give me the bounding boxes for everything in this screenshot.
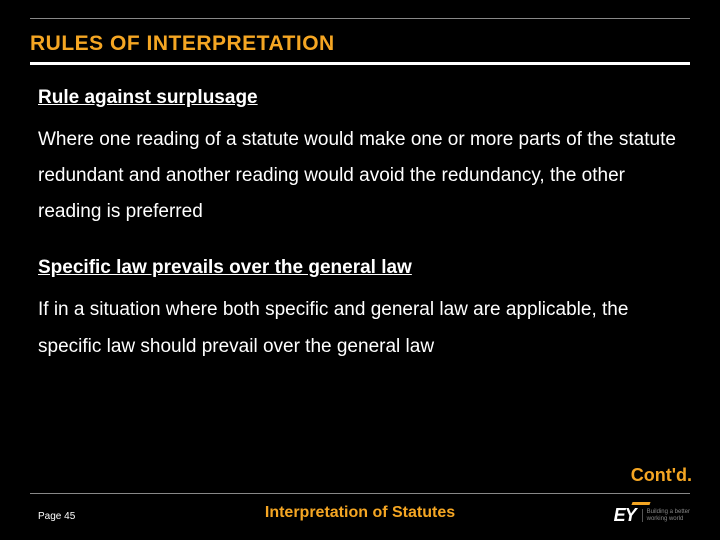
logo-beam-icon [631, 502, 650, 505]
continued-label: Cont'd. [631, 465, 692, 486]
logo-tag-line2: working world [647, 516, 690, 523]
ey-logo: EY Building a better working world [614, 505, 690, 526]
section-heading: Rule against surplusage [38, 80, 682, 116]
top-rule [30, 18, 690, 19]
slide-title: RULES OF INTERPRETATION [30, 32, 335, 56]
logo-tag-line1: Building a better [647, 509, 690, 516]
footer: Page 45 Interpretation of Statutes EY Bu… [0, 500, 720, 526]
section-body: If in a situation where both specific an… [38, 292, 682, 364]
content-area: Rule against surplusage Where one readin… [38, 80, 682, 385]
logo-mark: EY [614, 505, 636, 525]
logo-tagline: Building a better working world [642, 509, 690, 522]
bottom-rule [30, 493, 690, 494]
section-body: Where one reading of a statute would mak… [38, 122, 682, 230]
footer-title: Interpretation of Statutes [0, 504, 720, 522]
title-underline [30, 62, 690, 65]
slide: RULES OF INTERPRETATION Rule against sur… [0, 0, 720, 540]
section-heading: Specific law prevails over the general l… [38, 250, 682, 286]
